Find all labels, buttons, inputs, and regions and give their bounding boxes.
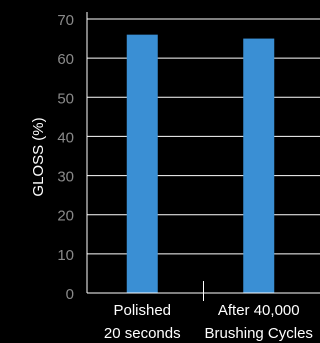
- y-tick-label: 10: [57, 247, 74, 264]
- y-axis-title: GLOSS (%): [30, 117, 47, 196]
- category-label: 20 seconds: [104, 325, 181, 342]
- y-tick-label: 20: [57, 208, 74, 225]
- bar: [126, 34, 158, 294]
- y-tick-label: 60: [57, 51, 74, 68]
- y-tick-labels: 0 10 20 30 40 50 60 70: [57, 12, 74, 303]
- category-label: After 40,000: [218, 302, 300, 319]
- y-tick-label: 30: [57, 169, 74, 186]
- category-labels: Polished 20 seconds After 40,000 Brushing C…: [104, 302, 313, 342]
- bar: [243, 38, 275, 294]
- category-label: Polished: [113, 302, 171, 319]
- bars: [126, 34, 275, 294]
- gridlines: [87, 18, 320, 255]
- y-tick-label: 0: [66, 286, 74, 303]
- axes: [86, 12, 320, 301]
- y-tick-label: 50: [57, 90, 74, 107]
- y-tick-label: 40: [57, 129, 74, 146]
- y-tick-label: 70: [57, 12, 74, 29]
- category-label: Brushing Cycles: [205, 325, 313, 342]
